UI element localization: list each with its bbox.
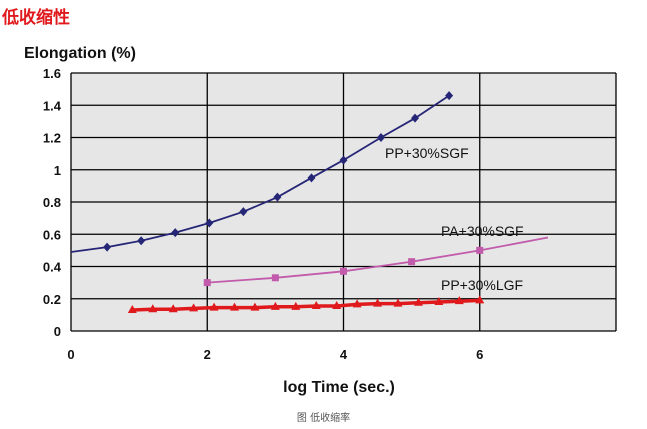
y-tick-label: 1.6: [43, 66, 61, 81]
x-tick-label: 2: [204, 347, 211, 362]
axis-ticks: 0 0.2 0.4 0.6 0.8 1 1.2 1.4 1.6 0 2 4 6: [43, 66, 483, 362]
series-pp-30-lgf: [127, 295, 485, 314]
data-point: [203, 279, 211, 287]
data-point: [209, 302, 219, 311]
data-point: [352, 299, 362, 308]
y-axis-title: Elongation (%): [24, 45, 136, 62]
series-line: [70, 94, 450, 253]
data-point: [340, 267, 347, 275]
data-point: [205, 218, 214, 228]
data-point: [137, 236, 146, 246]
series-line: [207, 236, 549, 284]
y-tick-label: 0.6: [43, 227, 61, 242]
figure-caption: 图 低收缩率: [296, 413, 351, 424]
data-point: [393, 298, 403, 307]
data-point: [270, 301, 280, 310]
data-point: [475, 295, 485, 304]
data-point: [271, 274, 279, 282]
data-point: [445, 91, 454, 101]
y-tick-label: 1: [54, 163, 61, 178]
y-tick-label: 0.8: [43, 195, 61, 210]
data-point: [307, 173, 316, 183]
series-pp-30-sgf: [70, 91, 454, 253]
data-point: [434, 296, 444, 305]
data-point: [273, 192, 282, 202]
data-point: [311, 301, 321, 310]
series-labels: PP+30%SGF PA+30%SGF PP+30%LGF: [385, 145, 524, 293]
series-label: PP+30%LGF: [441, 277, 523, 293]
x-tick-label: 0: [67, 347, 74, 362]
series-line: [132, 298, 480, 312]
series-layer: [70, 91, 549, 314]
y-tick-label: 0.4: [43, 260, 62, 275]
y-tick-label: 0: [54, 324, 61, 339]
data-point: [230, 302, 239, 311]
page-title: 低收缩性: [2, 8, 70, 28]
data-point: [171, 228, 180, 238]
data-point: [291, 301, 301, 310]
data-point: [373, 298, 383, 307]
data-point: [339, 155, 348, 165]
data-point: [413, 297, 423, 306]
grid-lines: [70, 72, 617, 332]
data-point: [332, 301, 342, 310]
series-label: PP+30%SGF: [385, 145, 469, 161]
y-tick-label: 1.2: [43, 131, 61, 146]
series-label: PA+30%SGF: [441, 223, 524, 239]
data-point: [250, 302, 260, 311]
data-point: [168, 304, 178, 313]
y-tick-label: 1.4: [43, 98, 62, 113]
data-point: [408, 258, 416, 266]
data-point: [239, 207, 248, 217]
y-tick-label: 0.2: [43, 292, 61, 307]
data-point: [103, 242, 112, 252]
data-point: [411, 113, 420, 123]
x-axis-title: log Time (sec.): [283, 379, 395, 396]
x-tick-label: 6: [476, 347, 483, 362]
data-point: [189, 303, 199, 312]
data-point: [454, 296, 464, 305]
data-point: [376, 133, 385, 142]
series-pa-30-sgf: [203, 236, 549, 287]
x-tick-label: 4: [340, 347, 348, 362]
data-point: [127, 305, 137, 314]
data-point: [148, 304, 158, 313]
data-point: [476, 246, 484, 254]
